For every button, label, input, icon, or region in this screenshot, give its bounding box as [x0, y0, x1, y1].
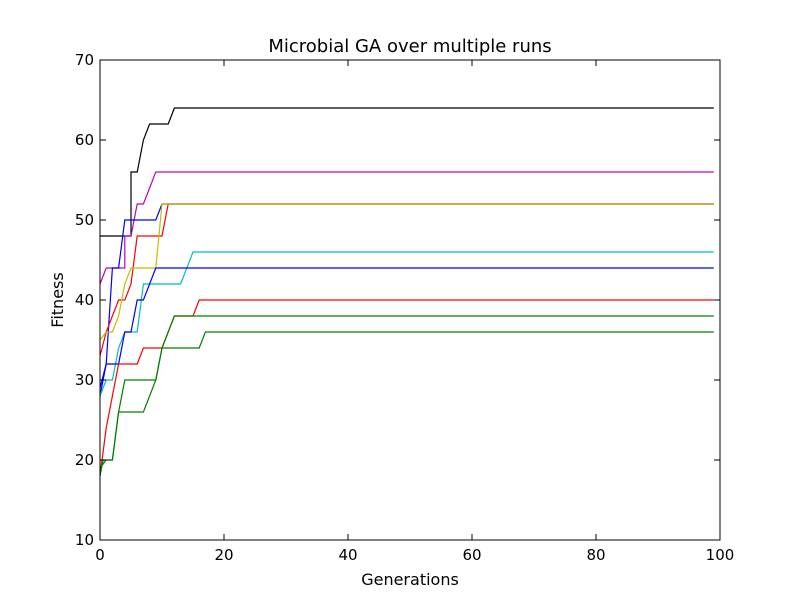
x-tick-label: 40: [338, 546, 357, 564]
series-line-5: [99, 203, 714, 341]
x-tick-label: 0: [95, 546, 105, 564]
x-tick-label: 20: [214, 546, 233, 564]
series-line-4: [99, 203, 714, 357]
series-line-3: [99, 203, 714, 397]
ticks-layer: 0 20 40 60 80 100 10 20 30 40 50 60 70: [75, 51, 734, 564]
y-tick-label: 60: [75, 131, 94, 149]
series-line-2: [99, 171, 714, 285]
y-axis-label: Fitness: [48, 272, 67, 327]
series-line-1: [100, 107, 714, 237]
series-line-7: [99, 267, 714, 389]
y-tick-label: 20: [75, 451, 94, 469]
y-tick-label: 50: [75, 211, 94, 229]
series-line-10: [99, 331, 714, 477]
chart-title: Microbial GA over multiple runs: [268, 36, 551, 57]
y-tick-label: 70: [75, 51, 94, 69]
x-tick-label: 100: [706, 546, 735, 564]
y-tick-label: 40: [75, 291, 94, 309]
series-line-9: [99, 315, 714, 469]
series-layer: [99, 107, 714, 477]
series-line-8: [99, 299, 714, 477]
y-tick-label: 30: [75, 371, 94, 389]
x-tick-label: 80: [586, 546, 605, 564]
x-axis-label: Generations: [361, 570, 459, 589]
y-tick-label: 10: [75, 531, 94, 549]
series-line-6: [99, 251, 714, 397]
x-tick-label: 60: [462, 546, 481, 564]
